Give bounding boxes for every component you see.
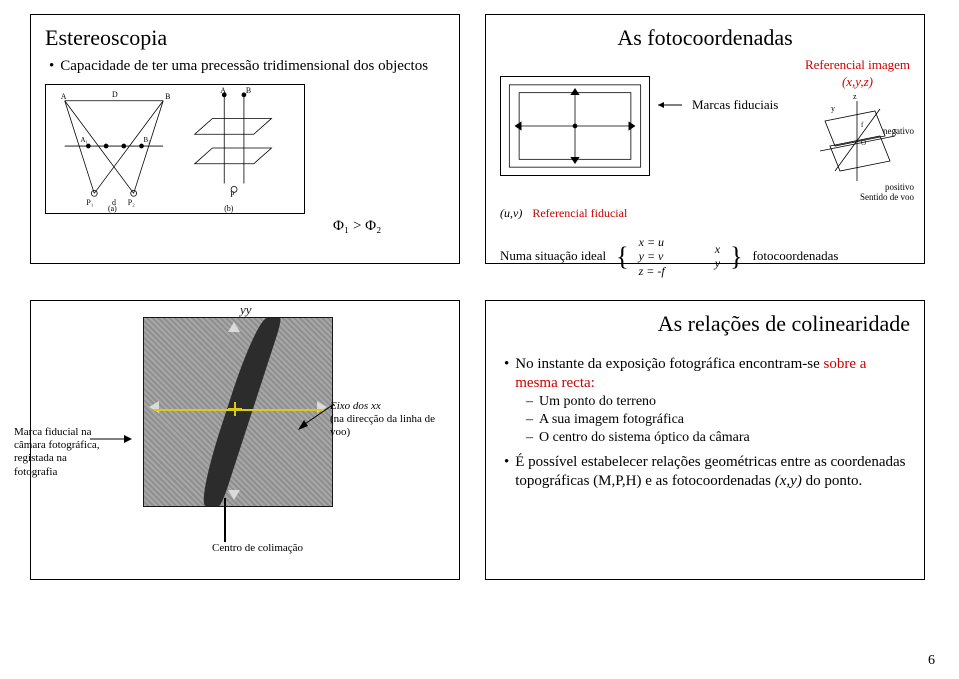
eixo-xx-line1: Eixo dos xx [330,400,381,412]
sub-imagem-foto: A sua imagem fotográfica [526,411,910,429]
arrow-icon [90,430,132,448]
bullet-possivel-text: É possível estabelecer relações geométri… [515,453,910,491]
phi-relation: Φ₁ > Φ₂ [333,218,381,235]
slide-colinearidade: As relações de colinearidade No instante… [485,300,925,580]
bullet-capacidade-text: Capacidade de ter uma precessão tridimen… [60,57,428,76]
b1-black: No instante da exposição fotográfica enc… [515,356,823,372]
slide-estereoscopia: Estereoscopia Capacidade de ter uma prec… [30,14,460,264]
title-fotocoordenadas: As fotocoordenadas [500,25,910,51]
collimation-center-icon [228,402,242,416]
fotocoordenadas-label: fotocoordenadas [753,248,839,264]
fiducial-mark-icon [149,401,159,413]
eq-zf: z = -f [639,264,665,278]
marcas-fiduciais-label: Marcas fiduciais [692,97,778,114]
svg-text:A: A [220,86,226,95]
yy-axis-label: yy [240,302,252,318]
bullet-capacidade: Capacidade de ter uma precessão tridimen… [49,57,445,76]
title-colinearidade: As relações de colinearidade [500,311,910,337]
centro-pointer-line [224,498,226,542]
y-sym: y [715,256,720,270]
centro-colimacao-caption: Centro de colimação [212,542,303,554]
svg-text:(a): (a) [108,204,117,213]
eq-xu: x = u [639,235,664,249]
bullet-instante-text: No instante da exposição fotográfica enc… [515,355,910,393]
x-sym: x [715,242,720,256]
svg-text:z: z [853,92,857,101]
page-number: 6 [928,653,935,669]
stereo-svg: A B D A₁ B₂ P₁ P₂ d (a) A B P [46,85,304,213]
ref-imagem-coords: (x,y,z) [842,74,873,89]
svg-text:P₁: P₁ [86,198,93,207]
svg-text:D: D [112,90,118,99]
arrow-icon [658,98,686,112]
sentido-voo-label: Sentido de voo [860,193,914,203]
uv-label: (u,v) [500,206,522,221]
stereo-diagram: A B D A₁ B₂ P₁ P₂ d (a) A B P [45,84,305,214]
tr-row1: Marcas fiduciais Referencial imagem (x,y… [500,57,910,196]
negativo-label: negativo [860,127,914,137]
eq-yv: y = v [639,249,664,263]
s1-text: Um ponto do terreno [539,393,656,411]
ref-imagem-label: Referencial imagem [805,57,910,72]
equations: x = u y = v z = -f [639,235,665,278]
situacao-row: Numa situação ideal { x = u y = v z = -f… [500,235,910,278]
eixo-xx-line2: (na direcção da linha de voo) [330,413,435,438]
arrow-icon [298,400,334,430]
brace-left-icon: { [616,250,628,263]
tr-row2: (u,v) Referencial fiducial [500,206,910,221]
s2-text: A sua imagem fotográfica [539,411,684,429]
sub-ponto-terreno: Um ponto do terreno [526,393,910,411]
tr-labels-col: Marcas fiduciais [658,97,778,156]
fiducial-mark-icon [228,322,240,332]
title-estereoscopia: Estereoscopia [45,25,445,51]
svg-text:y: y [831,104,835,113]
situacao-ideal-label: Numa situação ideal [500,248,606,264]
svg-text:A: A [61,92,67,101]
ref-fiducial-label: Referencial fiducial [532,206,627,221]
svg-text:B: B [246,86,251,95]
svg-text:B: B [165,92,170,101]
eixo-xx-caption: Eixo dos xx (na direcção da linha de voo… [330,400,440,440]
sub-centro-optico: O centro do sistema óptico da câmara [526,429,910,447]
svg-text:B₂: B₂ [143,137,151,144]
svg-text:P₂: P₂ [128,198,135,207]
bullet-possivel: É possível estabelecer relações geométri… [504,453,910,491]
svg-text:(b): (b) [224,204,234,213]
brace-right-icon: } [730,250,742,263]
bullet-instante: No instante da exposição fotográfica enc… [504,355,910,393]
svg-text:A₁: A₁ [80,137,87,144]
fiducial-frame-diagram [500,76,650,176]
negativo-positivo-labels: negativo positivo Sentido de voo [860,127,914,203]
xy-pair: x y [715,242,720,271]
fiducial-mark-icon [228,490,240,500]
slide-fotocoordenadas: As fotocoordenadas [485,14,925,264]
s3-text: O centro do sistema óptico da câmara [539,429,750,447]
